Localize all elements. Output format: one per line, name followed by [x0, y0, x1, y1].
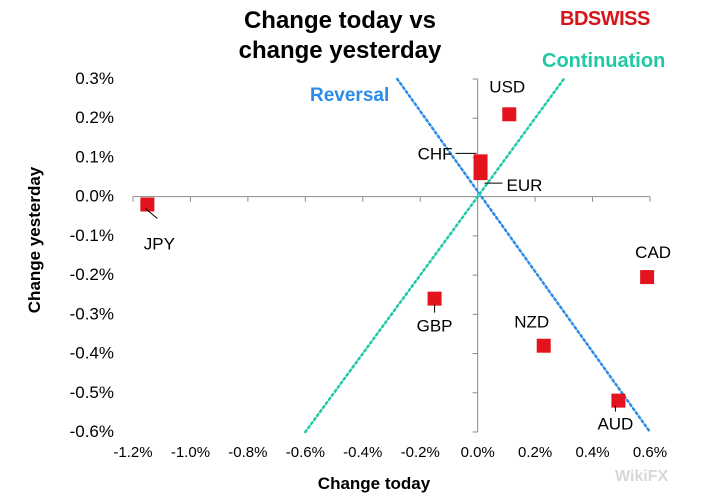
x-tick-label: -0.8% [228, 444, 267, 461]
chart-title-line2: change yesterday [238, 37, 442, 64]
point-label-eur: EUR [507, 176, 543, 195]
x-tick-label: -1.2% [113, 444, 152, 461]
chart-title-line1: Change today vs [243, 7, 437, 34]
point-label-jpy: JPY [144, 235, 175, 254]
chart-title: Change today vs change yesterday [190, 6, 490, 66]
y-tick-label: 0.3% [75, 69, 114, 88]
axes: -1.2% -1.0% -0.8% -0.6% -0.4% -0.2% 0.0% 0.2% 0.… [70, 69, 668, 461]
y-tick-label: -0.1% [70, 226, 114, 245]
y-tick-label: -0.3% [70, 304, 114, 323]
x-tick-label: -0.6% [286, 444, 325, 461]
point-label-nzd: NZD [514, 313, 549, 332]
x-axis-label: Change today [318, 474, 431, 493]
x-tick-label: -1.0% [171, 444, 210, 461]
point-chf [473, 154, 488, 169]
leader-jpy [145, 208, 158, 219]
point-label-chf: CHF [418, 144, 453, 163]
point-aud [611, 393, 626, 408]
y-tick-label: 0.2% [75, 108, 114, 127]
x-tick-label: 0.2% [518, 444, 552, 461]
brand-logo-rest: SWISS [587, 8, 650, 30]
watermark: WikiFX [615, 468, 669, 485]
brand-logo-bold: BD [560, 8, 588, 30]
point-label-gbp: GBP [417, 317, 453, 336]
point-jpy [140, 197, 155, 212]
axis-labels: Change today Change yesterday [25, 166, 431, 493]
continuation-line [304, 77, 566, 434]
trend-lines: Reversal Continuation [304, 50, 665, 434]
point-gbp [427, 291, 442, 306]
y-tick-label: 0.0% [75, 187, 114, 206]
x-tick-label: -0.4% [343, 444, 382, 461]
point-nzd [536, 338, 551, 353]
y-tick-label: -0.2% [70, 265, 114, 284]
point-eur [473, 166, 488, 181]
brand-logo: BDSWISS [560, 8, 650, 31]
x-tick-label: 0.4% [575, 444, 609, 461]
reversal-line-label: Reversal [310, 85, 389, 106]
point-usd [502, 107, 517, 122]
point-label-usd: USD [489, 77, 525, 96]
continuation-line-label: Continuation [542, 50, 665, 72]
point-label-aud: AUD [597, 415, 633, 434]
y-tick-label: 0.1% [75, 147, 114, 166]
y-tick-label: -0.6% [70, 422, 114, 441]
point-label-cad: CAD [635, 243, 671, 262]
x-tick-label: -0.2% [401, 444, 440, 461]
y-tick-label: -0.5% [70, 383, 114, 402]
y-tick-label: -0.4% [70, 344, 114, 363]
data-points: USD CHF EUR JPY CAD GBP NZD AUD [140, 77, 671, 434]
x-tick-label: 0.6% [633, 444, 667, 461]
reversal-line [395, 77, 652, 434]
point-cad [640, 270, 655, 285]
y-axis-label: Change yesterday [25, 166, 44, 313]
x-tick-label: 0.0% [461, 444, 495, 461]
